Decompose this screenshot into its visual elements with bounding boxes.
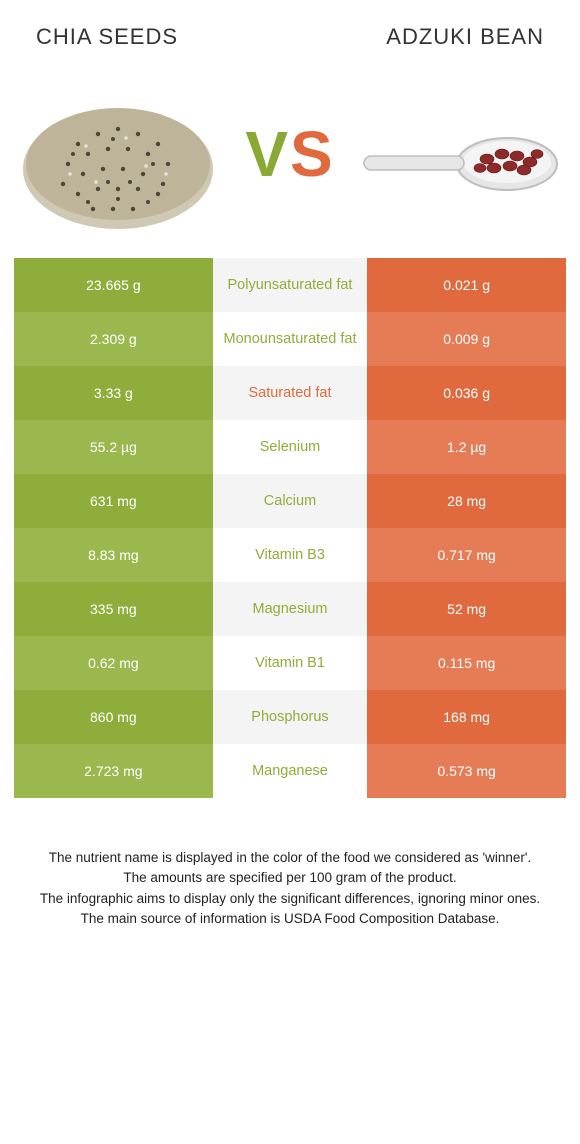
left-value: 0.62 mg: [14, 636, 213, 690]
left-value: 3.33 g: [14, 366, 213, 420]
right-value: 168 mg: [367, 690, 566, 744]
right-value: 0.573 mg: [367, 744, 566, 798]
nutrient-name: Calcium: [213, 474, 368, 528]
right-value: 28 mg: [367, 474, 566, 528]
left-value: 23.665 g: [14, 258, 213, 312]
title-left: Chia seeds: [36, 24, 178, 50]
table-row: 631 mgCalcium28 mg: [14, 474, 566, 528]
left-value: 335 mg: [14, 582, 213, 636]
right-value: 0.115 mg: [367, 636, 566, 690]
right-value: 0.717 mg: [367, 528, 566, 582]
nutrient-name: Vitamin B3: [213, 528, 368, 582]
table-row: 3.33 gSaturated fat0.036 g: [14, 366, 566, 420]
right-value: 0.021 g: [367, 258, 566, 312]
adzuki-bean-image: [362, 74, 562, 234]
left-value: 2.723 mg: [14, 744, 213, 798]
vs-s: S: [290, 118, 335, 190]
chia-seeds-image: [18, 74, 218, 234]
nutrient-name: Vitamin B1: [213, 636, 368, 690]
table-row: 2.309 gMonounsaturated fat0.009 g: [14, 312, 566, 366]
left-value: 8.83 mg: [14, 528, 213, 582]
vs-label: VS: [245, 122, 334, 186]
nutrient-name: Saturated fat: [213, 366, 368, 420]
footer-notes: The nutrient name is displayed in the co…: [0, 798, 580, 929]
table-row: 23.665 gPolyunsaturated fat0.021 g: [14, 258, 566, 312]
nutrient-name: Polyunsaturated fat: [213, 258, 368, 312]
left-value: 860 mg: [14, 690, 213, 744]
hero-row: VS: [0, 58, 580, 258]
right-value: 0.036 g: [367, 366, 566, 420]
table-row: 860 mgPhosphorus168 mg: [14, 690, 566, 744]
left-value: 55.2 µg: [14, 420, 213, 474]
left-value: 2.309 g: [14, 312, 213, 366]
right-value: 52 mg: [367, 582, 566, 636]
nutrient-name: Selenium: [213, 420, 368, 474]
table-row: 55.2 µgSelenium1.2 µg: [14, 420, 566, 474]
nutrient-name: Manganese: [213, 744, 368, 798]
nutrient-name: Monounsaturated fat: [213, 312, 368, 366]
table-row: 335 mgMagnesium52 mg: [14, 582, 566, 636]
vs-v: V: [245, 118, 290, 190]
left-value: 631 mg: [14, 474, 213, 528]
table-row: 2.723 mgManganese0.573 mg: [14, 744, 566, 798]
right-value: 1.2 µg: [367, 420, 566, 474]
footer-line: The amounts are specified per 100 gram o…: [22, 868, 558, 888]
footer-line: The infographic aims to display only the…: [22, 889, 558, 909]
footer-line: The main source of information is USDA F…: [22, 909, 558, 929]
header: Chia seeds Adzuki bean: [0, 0, 580, 58]
table-row: 8.83 mgVitamin B30.717 mg: [14, 528, 566, 582]
right-value: 0.009 g: [367, 312, 566, 366]
comparison-table: 23.665 gPolyunsaturated fat0.021 g2.309 …: [14, 258, 566, 798]
table-row: 0.62 mgVitamin B10.115 mg: [14, 636, 566, 690]
title-right: Adzuki bean: [386, 24, 544, 50]
footer-line: The nutrient name is displayed in the co…: [22, 848, 558, 868]
nutrient-name: Magnesium: [213, 582, 368, 636]
nutrient-name: Phosphorus: [213, 690, 368, 744]
